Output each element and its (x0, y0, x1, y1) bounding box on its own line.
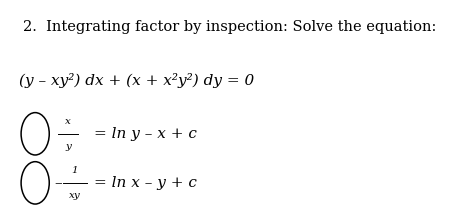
Text: = ln x – y + c: = ln x – y + c (94, 176, 197, 190)
Text: xy: xy (69, 191, 81, 200)
Text: = ln y – x + c: = ln y – x + c (94, 127, 197, 141)
Text: y: y (65, 142, 71, 151)
Text: –: – (55, 176, 62, 190)
Text: 2.  Integrating factor by inspection: Solve the equation:: 2. Integrating factor by inspection: Sol… (23, 20, 437, 34)
Text: x: x (65, 117, 71, 126)
Text: 1: 1 (72, 166, 78, 175)
Text: (y – xy²) dx + (x + x²y²) dy = 0: (y – xy²) dx + (x + x²y²) dy = 0 (19, 73, 254, 88)
